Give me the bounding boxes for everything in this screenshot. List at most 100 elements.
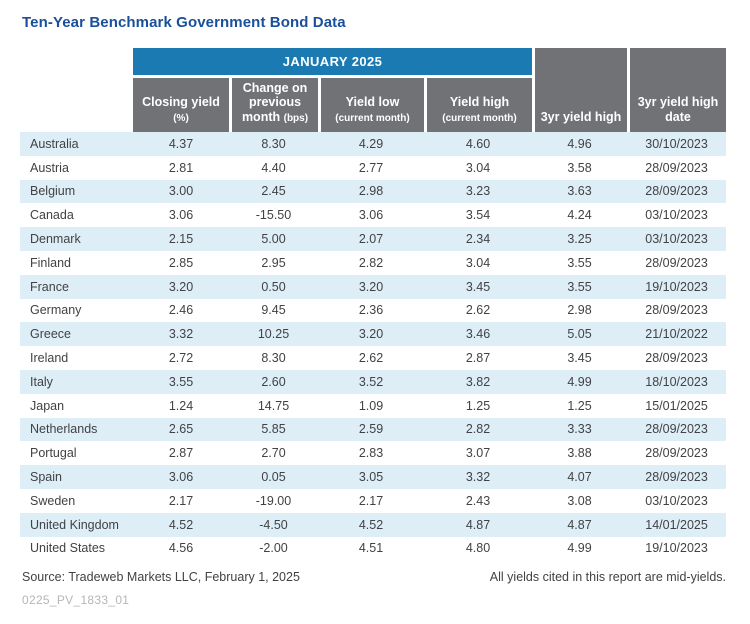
col-header-sublabel: (%) <box>173 112 189 124</box>
table-row: Netherlands 2.65 5.85 2.59 2.82 3.33 28/09/202… <box>20 417 727 442</box>
value-cell: 4.37 <box>133 132 229 156</box>
country-cell: Portugal <box>30 446 77 461</box>
value-cell: 3.25 <box>532 227 628 251</box>
table-row: Portugal 2.87 2.70 2.83 3.07 3.88 28/09/2023 <box>20 441 726 465</box>
value-cell: 3.33 <box>532 417 628 442</box>
value-cell: 3.04 <box>465 160 491 175</box>
col-header-label: 3yr yield high <box>540 109 622 124</box>
value-cell: 3.20 <box>133 274 229 299</box>
value-cell: 5.05 <box>532 322 628 347</box>
value-cell: 2.85 <box>168 255 194 270</box>
value-cell: 4.52 <box>318 512 424 537</box>
value-cell: 2.87 <box>168 446 194 461</box>
value-cell: -4.50 <box>229 512 318 537</box>
value-cell: 28/09/2023 <box>627 417 727 442</box>
value-cell: 4.60 <box>424 132 533 156</box>
col-header-yield-low: Yield low (current month) <box>318 78 424 132</box>
value-cell: 3.58 <box>567 160 592 175</box>
country-cell: Greece <box>20 322 133 347</box>
value-cell: 2.82 <box>358 255 384 270</box>
page-title: Ten-Year Benchmark Government Bond Data <box>22 14 346 31</box>
value-cell: 28/09/2023 <box>645 303 708 318</box>
value-cell: 14.75 <box>257 398 290 413</box>
value-cell: 3.07 <box>465 446 491 461</box>
table-row: Greece 3.32 10.25 3.20 3.46 5.05 21/10/2022 <box>20 322 727 347</box>
value-cell: 19/10/2023 <box>627 274 727 299</box>
value-cell: 3.06 <box>133 465 229 489</box>
value-cell: 3.06 <box>358 208 384 223</box>
col-header-closing-yield: Closing yield (%) <box>133 78 229 132</box>
value-cell: 3.23 <box>424 179 533 204</box>
value-cell: 10.25 <box>229 322 318 347</box>
value-cell: 2.82 <box>424 417 533 442</box>
value-cell: 8.30 <box>261 351 286 366</box>
value-cell: 3.46 <box>424 322 533 347</box>
banner-row: JANUARY 2025 3yr yield high 3yr yield hi… <box>20 48 727 132</box>
value-cell: 3.32 <box>133 322 229 347</box>
value-cell: 5.00 <box>229 227 318 251</box>
table-row: United Kingdom 4.52 -4.50 4.52 4.87 4.87 14/01… <box>20 512 727 537</box>
value-cell: 3.63 <box>532 179 628 204</box>
value-cell: 3.52 <box>318 369 424 394</box>
value-cell: 19/10/2023 <box>645 541 708 556</box>
value-cell: 0.05 <box>229 465 318 489</box>
value-cell: 2.34 <box>424 227 533 251</box>
table-row: Italy 3.55 2.60 3.52 3.82 4.99 18/10/2023 <box>20 369 727 394</box>
value-cell: 8.30 <box>229 132 318 156</box>
value-cell: 4.99 <box>567 541 592 556</box>
header-corner-spacer <box>20 48 133 78</box>
value-cell: 30/10/2023 <box>627 132 727 156</box>
value-cell: 3.04 <box>465 255 491 270</box>
value-cell: 2.65 <box>133 417 229 442</box>
value-cell: 4.51 <box>358 541 384 556</box>
value-cell: 2.62 <box>465 303 491 318</box>
country-cell: Belgium <box>20 179 133 204</box>
country-cell: Spain <box>20 465 133 489</box>
col-header-change-on-previous-month: Change on previous month (bps) <box>229 78 318 132</box>
value-cell: 2.36 <box>358 303 384 318</box>
value-cell: 21/10/2022 <box>627 322 727 347</box>
table-row: Denmark 2.15 5.00 2.07 2.34 3.25 03/10/2023 <box>20 227 727 251</box>
value-cell: 3.45 <box>567 351 592 366</box>
table-body: Australia 4.37 8.30 4.29 4.60 4.96 30/10/2023 A… <box>20 132 727 560</box>
col-header-sublabel: (bps) <box>283 112 309 124</box>
value-cell: 28/09/2023 <box>645 160 708 175</box>
value-cell: 2.83 <box>358 446 384 461</box>
country-cell: Ireland <box>30 351 69 366</box>
document-code: 0225_PV_1833_01 <box>22 593 130 607</box>
value-cell: 2.95 <box>261 255 286 270</box>
value-cell: 9.45 <box>261 303 286 318</box>
country-cell: United States <box>30 541 106 556</box>
value-cell: 4.96 <box>532 132 628 156</box>
table-row: Belgium 3.00 2.45 2.98 3.23 3.63 28/09/2023 <box>20 179 727 204</box>
country-cell: United Kingdom <box>20 512 133 537</box>
value-cell: 4.40 <box>261 160 286 175</box>
col-header-label: Yield high <box>449 95 510 110</box>
value-cell: 1.24 <box>168 398 194 413</box>
value-cell: -19.00 <box>255 493 292 508</box>
value-cell: 4.80 <box>465 541 491 556</box>
header-corner-spacer <box>20 78 133 132</box>
table-row: Austria 2.81 4.40 2.77 3.04 3.58 28/09/2023 <box>20 156 726 180</box>
country-cell: France <box>20 274 133 299</box>
country-cell: Italy <box>20 369 133 394</box>
country-cell: Finland <box>30 255 71 270</box>
value-cell: 2.72 <box>168 351 194 366</box>
country-cell: Australia <box>20 132 133 156</box>
value-cell: 2.60 <box>229 369 318 394</box>
value-cell: 3.55 <box>532 274 628 299</box>
value-cell: 1.25 <box>465 398 491 413</box>
value-cell: 4.56 <box>168 541 194 556</box>
col-header-3yr-yield-high-date: 3yr yield high date <box>627 48 727 132</box>
value-cell: 4.24 <box>567 208 592 223</box>
value-cell: 2.17 <box>358 493 384 508</box>
value-cell: 0.50 <box>229 274 318 299</box>
value-cell: 28/09/2023 <box>645 255 708 270</box>
value-cell: 2.98 <box>567 303 592 318</box>
value-cell: 3.20 <box>318 274 424 299</box>
value-cell: 3.06 <box>168 208 194 223</box>
value-cell: 18/10/2023 <box>627 369 727 394</box>
value-cell: 2.87 <box>465 351 491 366</box>
value-cell: 2.46 <box>168 303 194 318</box>
